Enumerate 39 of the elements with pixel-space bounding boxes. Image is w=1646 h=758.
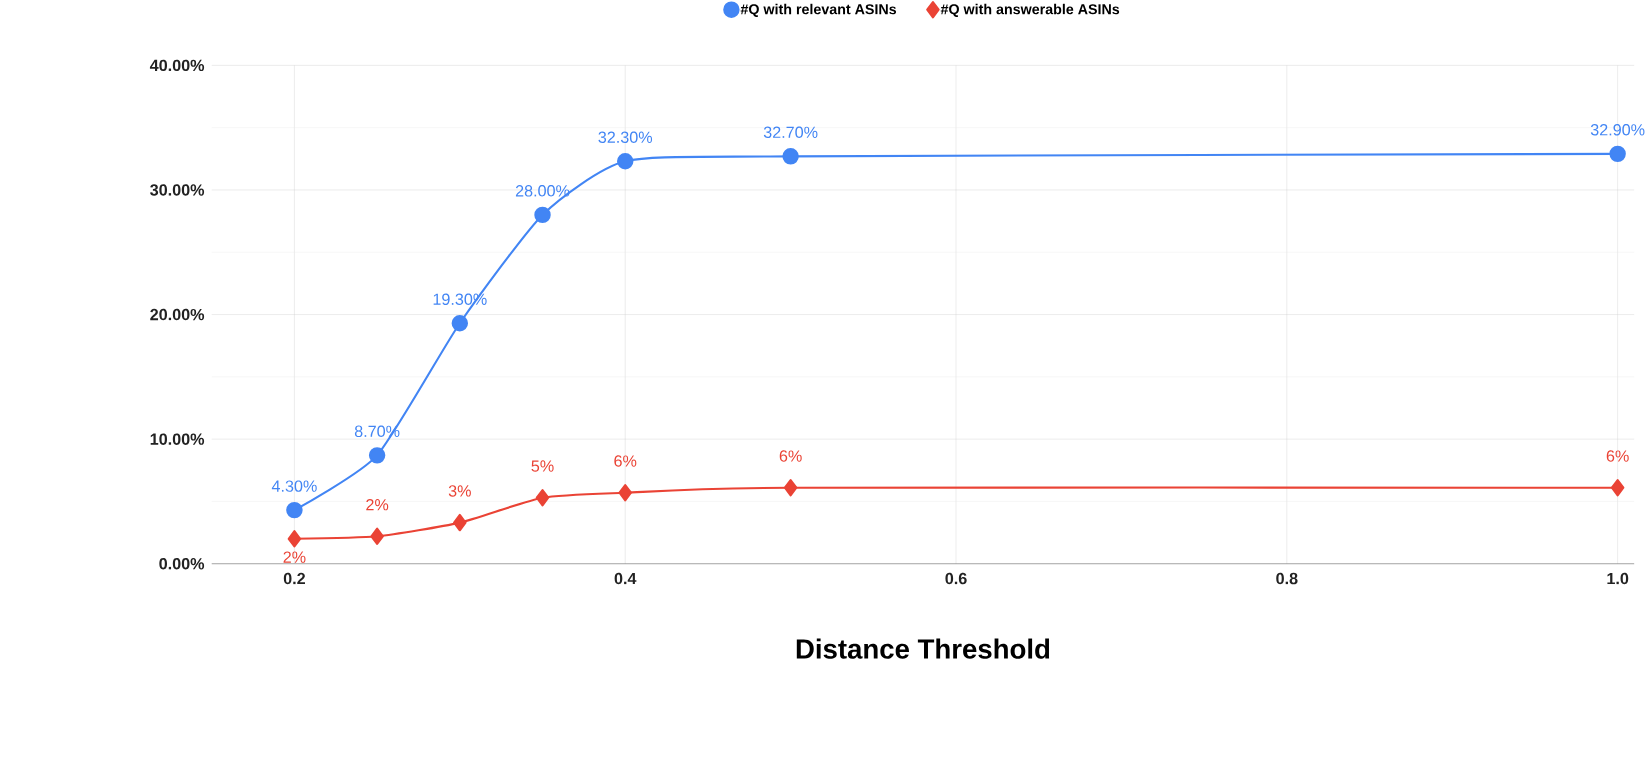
point	[287, 530, 302, 548]
x-tick-label: 0.6	[945, 572, 967, 585]
point	[535, 488, 550, 507]
data-label: 5%	[531, 460, 554, 472]
point	[1610, 479, 1625, 497]
data-label: 6%	[614, 455, 637, 467]
y-tick-label: 20.00%	[150, 308, 205, 321]
data-label: 4.30%	[271, 480, 317, 492]
point	[451, 315, 469, 332]
point	[368, 447, 386, 464]
point	[370, 527, 384, 545]
point	[1609, 145, 1626, 162]
data-label: 6%	[1606, 450, 1629, 462]
y-tick-label: 0.00%	[159, 557, 205, 570]
data-label: 6%	[779, 450, 802, 462]
point	[453, 513, 467, 532]
y-tick-label: 40.00%	[149, 59, 205, 72]
point	[782, 148, 799, 165]
data-label: 2%	[366, 498, 389, 511]
data-label: 28.00%	[515, 185, 570, 197]
point	[783, 479, 798, 497]
data-label: 32.90%	[1590, 124, 1645, 136]
data-label: 2%	[283, 551, 306, 563]
legend-label: #Q with answerable ASINs	[940, 3, 1120, 17]
x-tick-label: 0.8	[1276, 572, 1298, 585]
y-tick-label: 10.00%	[150, 433, 205, 445]
x-axis-title: Distance Threshold	[796, 638, 1050, 659]
legend-label: #Q with relevant ASINs	[740, 3, 897, 17]
point	[617, 153, 634, 170]
point	[534, 206, 551, 224]
data-label: 32.30%	[598, 131, 653, 143]
data-label: 32.70%	[763, 126, 818, 138]
y-tick-label: 30.00%	[150, 184, 205, 196]
x-tick-label: 0.4	[614, 572, 637, 585]
data-label: 3%	[448, 485, 471, 497]
point	[618, 483, 632, 502]
point	[286, 501, 303, 519]
x-tick-label: 0.2	[283, 572, 305, 585]
x-tick-label: 1.0	[1607, 572, 1629, 585]
